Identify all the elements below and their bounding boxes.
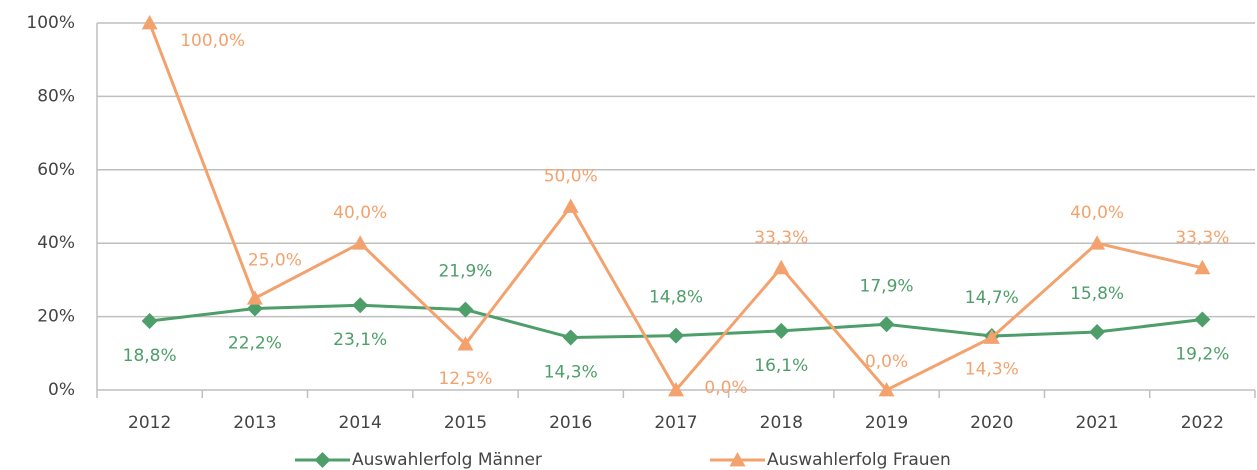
x-tick-label: 2014 xyxy=(339,413,382,433)
x-tick-label: 2022 xyxy=(1181,413,1224,433)
y-tick-label: 80% xyxy=(37,86,75,106)
legend-label: Auswahlerfolg Männer xyxy=(352,450,542,470)
marker xyxy=(1194,259,1211,275)
data-label: 23,1% xyxy=(333,330,387,350)
x-tick-label: 2019 xyxy=(865,413,908,433)
marker xyxy=(1089,324,1106,341)
data-label: 100,0% xyxy=(180,31,245,51)
data-label: 18,8% xyxy=(123,346,177,366)
marker xyxy=(141,15,158,30)
x-tick-label: 2016 xyxy=(549,413,592,433)
y-tick-label: 20% xyxy=(37,307,75,327)
marker xyxy=(773,322,790,339)
data-label: 17,9% xyxy=(860,276,914,296)
marker xyxy=(352,235,369,250)
marker xyxy=(773,259,790,275)
data-label: 25,0% xyxy=(248,250,302,270)
marker xyxy=(562,329,579,346)
legend-label: Auswahlerfolg Frauen xyxy=(767,450,951,470)
marker xyxy=(314,452,331,468)
marker xyxy=(1194,311,1211,328)
data-label: 40,0% xyxy=(333,203,387,223)
x-tick-label: 2021 xyxy=(1075,413,1118,433)
data-label: 14,3% xyxy=(965,360,1019,380)
x-tick-label: 2020 xyxy=(970,413,1013,433)
data-label: 21,9% xyxy=(438,262,492,282)
marker xyxy=(878,316,895,333)
data-label: 14,7% xyxy=(965,288,1019,308)
marker xyxy=(246,290,263,305)
marker xyxy=(668,327,684,344)
data-label: 0,0% xyxy=(865,352,908,372)
x-tick-label: 2012 xyxy=(128,413,171,433)
data-label: 12,5% xyxy=(438,369,492,389)
x-tick-label: 2015 xyxy=(444,413,487,433)
data-label: 22,2% xyxy=(228,334,282,354)
marker xyxy=(729,452,746,467)
marker xyxy=(983,329,1000,344)
data-label: 33,3% xyxy=(1175,228,1229,248)
data-label: 0,0% xyxy=(704,378,747,398)
y-tick-label: 0% xyxy=(48,380,75,400)
data-label: 50,0% xyxy=(544,167,598,187)
data-label: 15,8% xyxy=(1070,284,1124,304)
data-label: 33,3% xyxy=(754,228,808,248)
data-label: 14,8% xyxy=(649,288,703,308)
marker xyxy=(562,198,579,213)
x-tick-label: 2013 xyxy=(233,413,276,433)
marker xyxy=(141,313,158,330)
data-label: 14,3% xyxy=(544,363,598,383)
marker xyxy=(352,297,369,314)
data-label: 16,1% xyxy=(754,356,808,376)
marker xyxy=(1089,235,1106,250)
marker xyxy=(878,382,895,397)
marker xyxy=(668,382,684,397)
data-label: 40,0% xyxy=(1070,203,1124,223)
y-tick-label: 60% xyxy=(37,160,75,180)
marker xyxy=(457,301,474,318)
data-label: 19,2% xyxy=(1175,345,1229,365)
x-tick-label: 2018 xyxy=(760,413,803,433)
x-tick-label: 2017 xyxy=(654,413,697,433)
marker xyxy=(457,336,474,351)
y-tick-label: 100% xyxy=(26,13,75,33)
y-tick-label: 40% xyxy=(37,233,75,253)
